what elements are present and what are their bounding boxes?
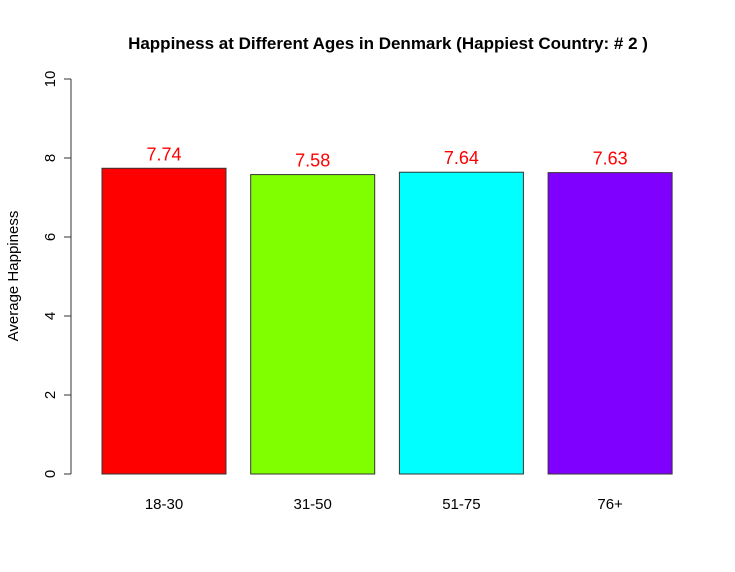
bar [101, 167, 227, 475]
y-tick-label: 2 [42, 391, 59, 399]
y-axis-label: Average Happiness [5, 211, 22, 342]
y-axis: 0 2 4 6 8 10 [42, 71, 72, 478]
x-tick-label: 76+ [597, 496, 623, 513]
bar-value-label: 7.64 [444, 148, 479, 168]
y-tick-label: 4 [42, 312, 59, 320]
x-tick-label: 31-50 [294, 496, 332, 513]
bar [250, 174, 376, 475]
y-tick-label: 0 [42, 470, 59, 478]
bar [547, 172, 673, 475]
bar [398, 171, 524, 475]
y-tick-label: 6 [42, 233, 59, 241]
x-tick-label: 51-75 [442, 496, 480, 513]
bar-value-labels: 7.74 7.58 7.64 7.63 [146, 144, 627, 170]
x-tick-label: 18-30 [145, 496, 183, 513]
x-tick-labels: 18-30 31-50 51-75 76+ [145, 496, 623, 513]
chart-title: Happiness at Different Ages in Denmark (… [128, 34, 648, 53]
bar-value-label: 7.63 [593, 149, 628, 169]
bar-value-label: 7.74 [146, 144, 181, 164]
y-tick-label: 10 [42, 71, 59, 88]
y-tick-label: 8 [42, 154, 59, 162]
bars [101, 167, 673, 475]
bar-value-label: 7.58 [295, 151, 330, 171]
